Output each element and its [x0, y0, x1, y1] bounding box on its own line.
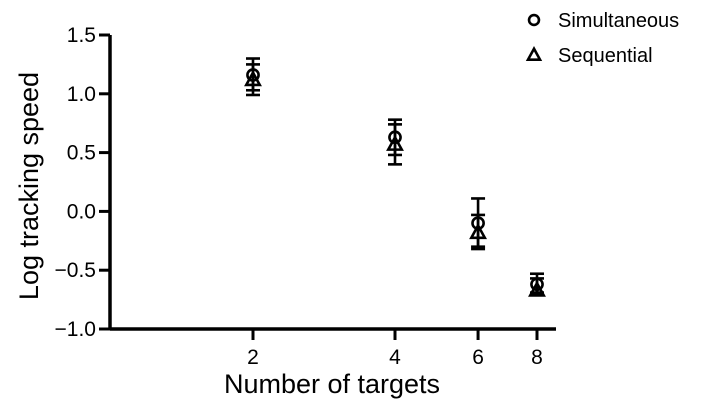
data-point — [528, 280, 546, 297]
legend-item: Sequential — [525, 45, 653, 67]
legend: Simultaneous Sequential — [525, 10, 679, 67]
data-point — [469, 222, 488, 240]
data-point — [244, 69, 262, 87]
y-tick-label: 1.0 — [67, 83, 96, 106]
series-sequential — [244, 63, 546, 297]
y-tick-label: −1.0 — [55, 318, 96, 341]
y-tick-label: 0.0 — [67, 200, 96, 223]
series-simultaneous — [246, 57, 544, 294]
y-tick-label: 1.5 — [67, 24, 96, 47]
data-marks — [244, 57, 546, 297]
x-tick-label: 2 — [247, 346, 259, 369]
x-axis: 2 4 6 8 — [110, 327, 556, 369]
legend-label: Simultaneous — [558, 10, 679, 32]
legend-item: Simultaneous — [527, 10, 679, 32]
x-axis-label: Number of targets — [224, 369, 440, 399]
y-axis: 1.5 1.0 0.5 0.0 −0.5 −1.0 — [55, 24, 112, 341]
y-axis-label: Log tracking speed — [14, 72, 44, 300]
legend-label: Sequential — [558, 45, 653, 67]
legend-marker — [527, 13, 541, 27]
y-tick-label: −0.5 — [55, 259, 96, 282]
y-tick-label: 0.5 — [67, 142, 96, 165]
data-point — [386, 134, 404, 151]
x-tick-label: 6 — [472, 346, 484, 369]
legend-marker — [525, 46, 543, 61]
x-tick-label: 8 — [531, 346, 543, 369]
x-tick-label: 4 — [389, 346, 401, 369]
